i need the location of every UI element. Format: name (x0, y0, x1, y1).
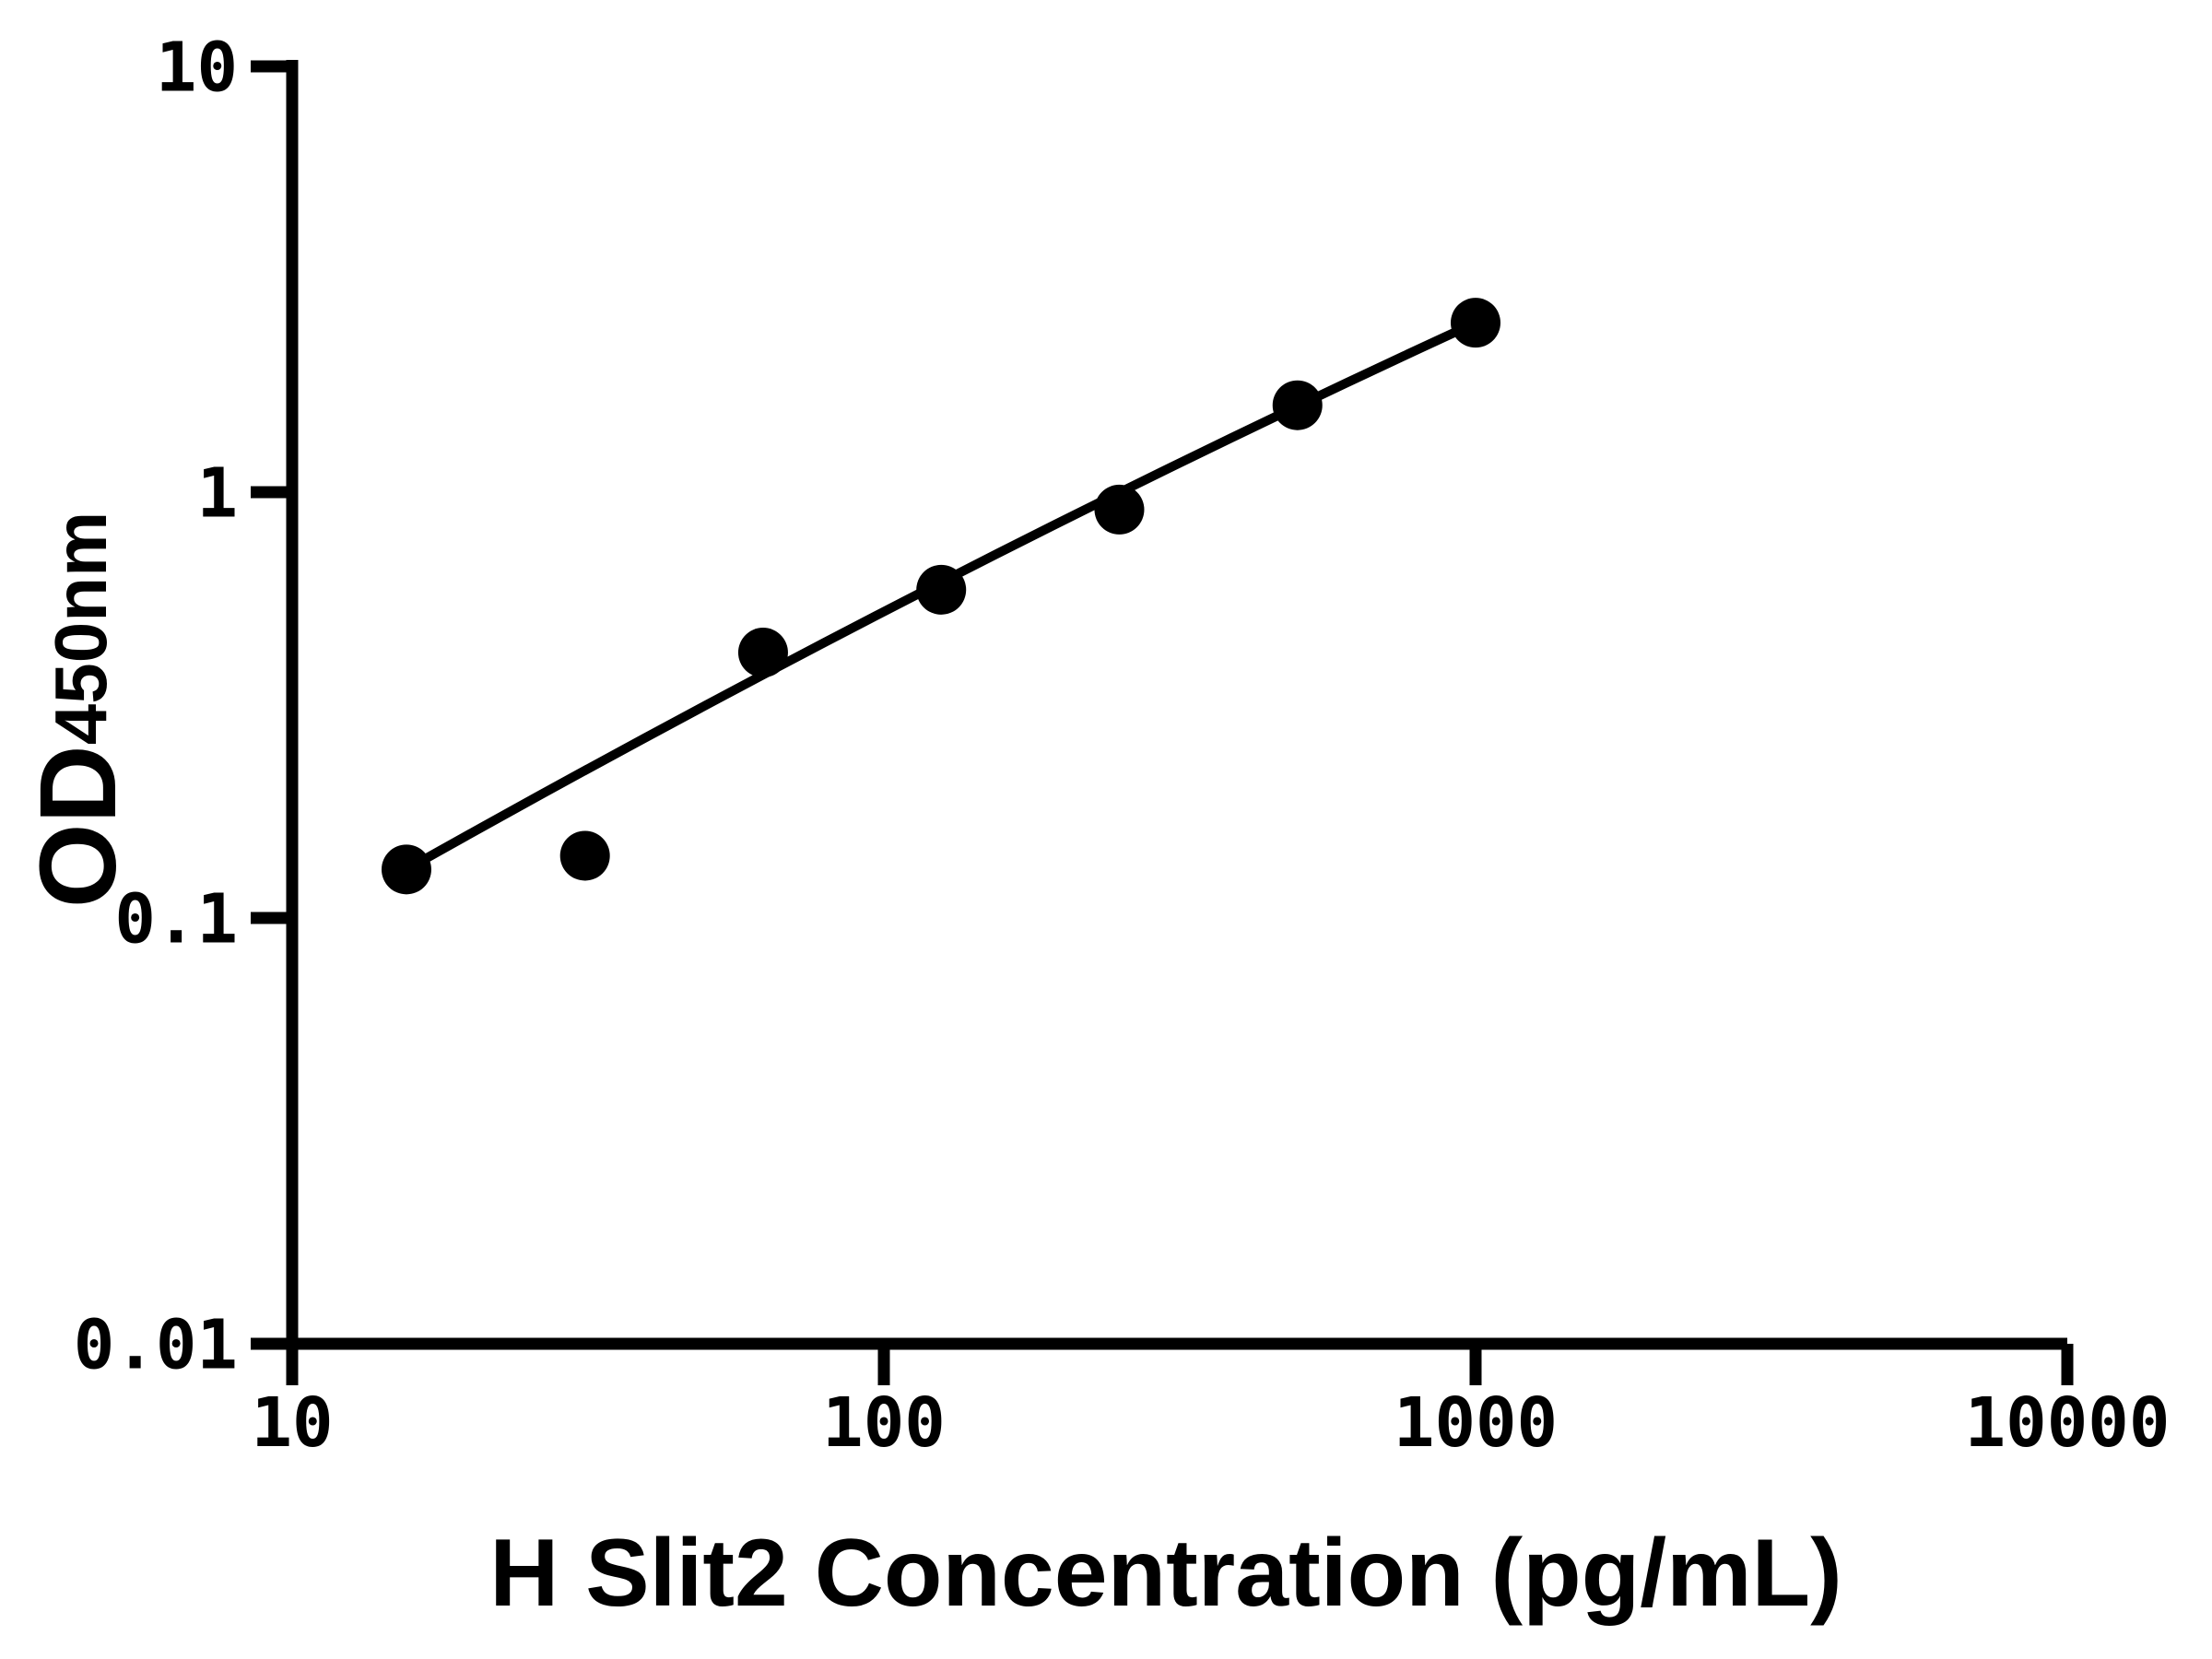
y-axis-title-main: OD (18, 745, 139, 908)
data-points (381, 298, 1500, 895)
y-axis-title: OD450nm (18, 512, 139, 908)
x-tick-label: 10 (251, 1383, 333, 1463)
data-point (559, 830, 610, 881)
x-tick-label: 1000 (1394, 1383, 1558, 1463)
data-point (381, 844, 431, 895)
x-axis-title: H Slit2 Concentration (pg/mL) (489, 1520, 1842, 1627)
y-tick-label: 10 (156, 29, 238, 108)
data-point (916, 564, 967, 615)
y-tick-label: 1 (196, 454, 238, 534)
data-point (1094, 484, 1145, 535)
y-tick-label: 0.01 (74, 1306, 238, 1385)
y-axis-title-subscript: 450nm (40, 512, 122, 745)
data-point (1451, 298, 1500, 348)
data-point (1272, 380, 1323, 430)
x-tick-label: 100 (822, 1383, 946, 1463)
x-tick-label: 10000 (1965, 1383, 2171, 1463)
data-point (737, 628, 788, 678)
y-tick-label: 0.1 (114, 880, 238, 959)
